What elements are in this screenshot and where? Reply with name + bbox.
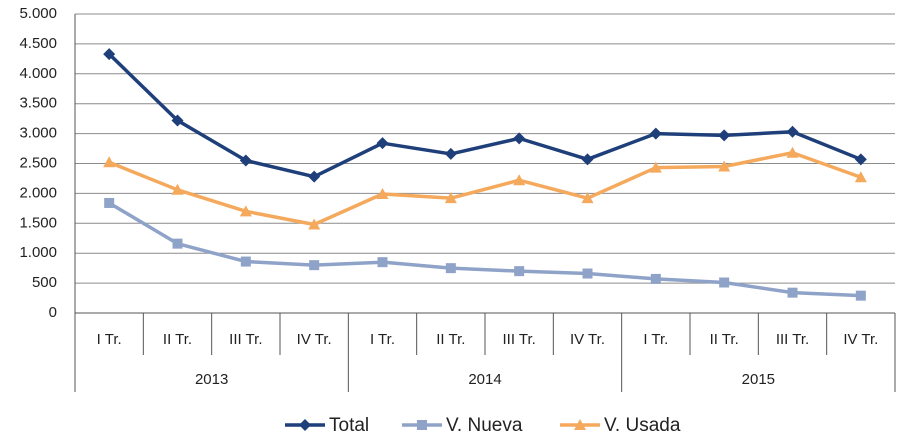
data-point [445, 263, 456, 274]
data-point [786, 146, 799, 158]
y-tick-label: 5.000 [19, 5, 57, 22]
data-point [376, 137, 389, 150]
y-tick-label: 3.000 [19, 125, 57, 142]
legend-marker [417, 420, 427, 430]
category-group-label: 2015 [742, 371, 775, 388]
data-point [239, 205, 252, 217]
data-point [377, 257, 388, 268]
x-tick-label: III Tr. [229, 331, 262, 348]
legend-label: V. Nueva [446, 415, 523, 436]
data-point [581, 192, 594, 204]
data-point [104, 197, 115, 208]
data-point [103, 156, 116, 168]
y-tick-label: 4.000 [19, 65, 57, 82]
x-tick-label: III Tr. [502, 331, 535, 348]
x-tick-label: II Tr. [436, 331, 465, 348]
data-point [309, 260, 320, 271]
data-point [581, 153, 594, 166]
y-tick-label: 500 [32, 274, 57, 291]
data-point [513, 132, 526, 145]
category-group-label: 2014 [468, 371, 501, 388]
data-point [650, 273, 661, 284]
y-tick-label: 4.500 [19, 35, 57, 52]
data-point [854, 153, 867, 166]
y-tick-label: 0 [49, 304, 57, 321]
series-line [108, 201, 861, 298]
data-point [513, 174, 526, 186]
x-tick-label: I Tr. [370, 331, 395, 348]
data-point [444, 147, 457, 160]
x-tick-label: IV Tr. [843, 331, 878, 348]
legend-marker [299, 419, 311, 431]
data-point [855, 290, 866, 301]
data-point [103, 48, 116, 61]
data-point [308, 170, 321, 183]
x-tick-label: IV Tr. [570, 331, 605, 348]
data-point [854, 171, 867, 183]
data-point [718, 160, 731, 172]
category-group-label: 2013 [195, 371, 228, 388]
data-point [376, 187, 389, 199]
legend-label: Total [329, 415, 369, 436]
y-tick-label: 1.000 [19, 244, 57, 261]
x-tick-label: II Tr. [710, 331, 739, 348]
data-point [171, 114, 184, 127]
x-tick-label: I Tr. [643, 331, 668, 348]
data-point [514, 266, 525, 277]
x-tick-label: III Tr. [776, 331, 809, 348]
y-tick-label: 2.500 [19, 154, 57, 171]
series-line [108, 150, 862, 227]
y-tick-label: 3.500 [19, 95, 57, 112]
data-point [308, 218, 321, 230]
data-point [171, 183, 184, 195]
y-tick-label: 1.500 [19, 214, 57, 231]
y-tick-label: 2.000 [19, 184, 57, 201]
data-point [239, 154, 252, 167]
series-line [107, 52, 862, 179]
legend-label: V. Usada [604, 415, 681, 436]
data-point [649, 127, 662, 140]
data-point [718, 129, 731, 142]
data-point [240, 256, 251, 267]
data-point [786, 125, 799, 138]
x-tick-label: II Tr. [163, 331, 192, 348]
data-point [444, 192, 457, 204]
x-tick-label: IV Tr. [297, 331, 332, 348]
data-point [649, 161, 662, 173]
x-tick-label: I Tr. [97, 331, 122, 348]
data-point [582, 268, 593, 279]
legend-marker [574, 419, 586, 430]
data-point [172, 238, 183, 249]
data-point [719, 277, 730, 288]
data-point [787, 287, 798, 298]
